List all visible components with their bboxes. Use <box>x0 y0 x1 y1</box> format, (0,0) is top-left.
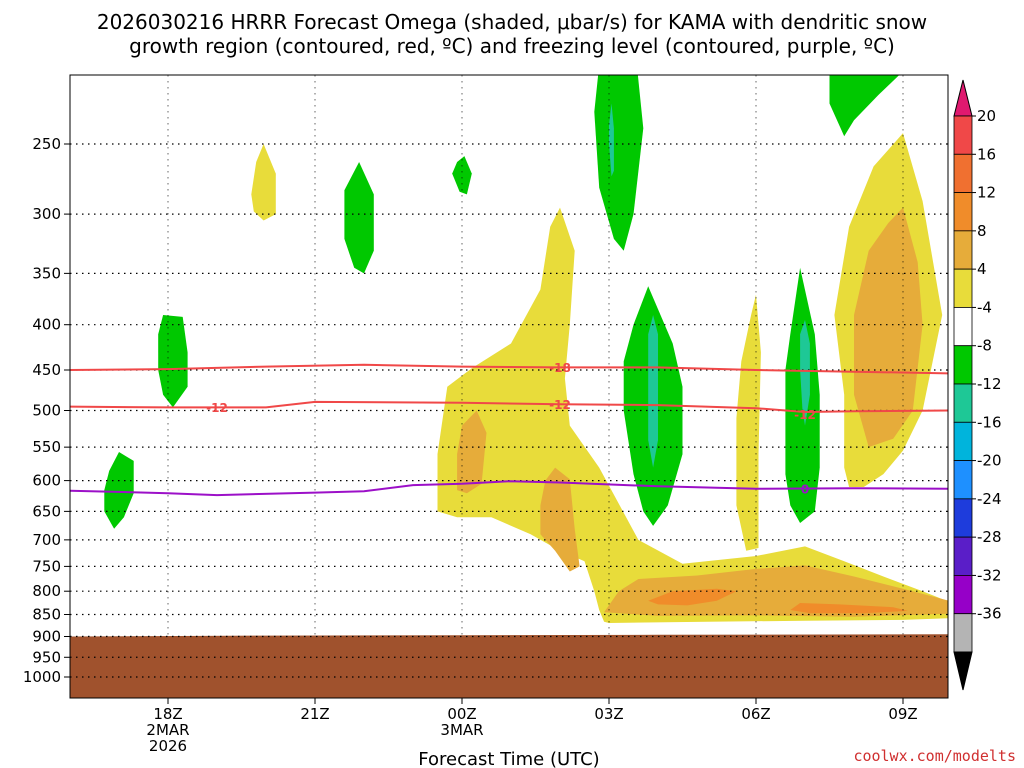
contour-dgz-bottom <box>70 400 948 414</box>
x-tick-label-00Z-1: 3MAR <box>440 721 483 739</box>
colorbar-label-1: 16 <box>977 145 996 163</box>
y-tick-label-650: 650 <box>32 502 61 520</box>
colorbar-band-9 <box>953 460 973 500</box>
colorbar-label-7: -12 <box>977 375 1002 393</box>
colorbar-band-0 <box>953 115 973 155</box>
x-tick-label-18Z-1: 2MAR <box>146 721 189 739</box>
x-tick-label-06Z-0: 06Z <box>741 705 770 723</box>
colorbar-label-0: 20 <box>977 107 996 125</box>
y-tick-label-500: 500 <box>32 402 61 420</box>
plot-border <box>69 74 949 699</box>
x-tick-label-18Z-2: 2026 <box>149 737 187 755</box>
colorbar-label-8: -16 <box>977 413 1002 431</box>
omega-neg8-03z <box>609 103 614 177</box>
colorbar-band-6 <box>953 345 973 385</box>
omega-neg4-22z <box>344 162 374 274</box>
colorbar-label-13: -36 <box>977 605 1002 623</box>
omega-8-upper-09z <box>854 207 923 448</box>
pressure-axis: 250 300 350 400 450 500 550 600 650 700 750 800 850 9… <box>23 135 70 686</box>
contour-freezing-level <box>70 480 948 497</box>
omega-8-00z <box>457 410 487 494</box>
colorbar-label-4: 4 <box>977 260 987 278</box>
x-tick-label-18Z-0: 18Z <box>153 705 182 723</box>
omega-neg8-07z <box>800 319 810 426</box>
colorbar-band-2 <box>953 192 973 232</box>
colorbar-label-11: -28 <box>977 528 1002 546</box>
y-tick-label-950: 950 <box>32 648 61 666</box>
y-tick-label-700: 700 <box>32 531 61 549</box>
omega-neg4-18z <box>158 315 188 408</box>
plot-area: -12 -18 -12 -12 0 <box>70 75 948 698</box>
contour-dgz-top <box>70 363 948 375</box>
colorbar: 20 16 12 8 4 -4 -8 -12 -16 -20 -24 -28 -32 -36 <box>953 79 1002 691</box>
x-tick-label-21Z-0: 21Z <box>300 705 329 723</box>
colorbar-band-4 <box>953 268 973 308</box>
omega-8-vertical <box>540 467 580 572</box>
colorbar-band-5 <box>953 307 973 347</box>
colorbar-bottom-arrow <box>953 651 973 691</box>
omega-neg4-03z-upper <box>594 75 644 251</box>
omega-12-b <box>790 603 908 614</box>
x-tick-label-03Z-0: 03Z <box>594 705 623 723</box>
colorbar-band-12 <box>953 575 973 615</box>
y-tick-label-750: 750 <box>32 557 61 575</box>
colorbar-band-8 <box>953 421 973 461</box>
colorbar-label-6: -8 <box>977 337 992 355</box>
y-tick-label-250: 250 <box>32 135 61 153</box>
colorbar-band-13 <box>953 613 973 653</box>
y-tick-label-400: 400 <box>32 316 61 334</box>
y-tick-label-1000: 1000 <box>23 668 61 686</box>
colorbar-label-5: -4 <box>977 298 992 316</box>
omega-4-small-20z <box>251 144 276 221</box>
omega-12-a <box>648 588 737 606</box>
y-tick-label-900: 900 <box>32 627 61 645</box>
contour-label-3: -12 <box>794 408 816 422</box>
credit-text: coolwx.com/modelts <box>853 747 1016 765</box>
ground-layer <box>70 634 948 698</box>
contour-label-0: -12 <box>206 401 228 415</box>
colorbar-label-9: -20 <box>977 452 1002 470</box>
colorbar-label-12: -32 <box>977 566 1002 584</box>
x-axis-label: Forecast Time (UTC) <box>418 749 599 768</box>
colorbar-band-11 <box>953 536 973 576</box>
y-tick-label-350: 350 <box>32 264 61 282</box>
chart-title-line-2: growth region (contoured, red, ºC) and f… <box>129 34 895 58</box>
y-tick-label-550: 550 <box>32 438 61 456</box>
contour-labels: -12 -18 -12 -12 0 <box>206 361 816 496</box>
x-tick-label-00Z-0: 00Z <box>447 705 476 723</box>
omega-neg8-04z <box>648 315 658 468</box>
colorbar-band-10 <box>953 498 973 538</box>
colorbar-label-2: 12 <box>977 184 996 202</box>
y-tick-label-450: 450 <box>32 361 61 379</box>
x-tick-label-09Z-0: 09Z <box>888 705 917 723</box>
omega-4-prong-06z <box>736 294 761 551</box>
omega-neg4-top-right <box>829 75 900 137</box>
colorbar-label-10: -24 <box>977 490 1002 508</box>
omega-neg4-00z <box>452 156 472 195</box>
colorbar-band-3 <box>953 230 973 270</box>
y-tick-label-600: 600 <box>32 472 61 490</box>
colorbar-label-3: 8 <box>977 222 987 240</box>
terrain-fill <box>70 634 948 698</box>
contour-label-2: -12 <box>549 398 571 412</box>
y-tick-label-300: 300 <box>32 205 61 223</box>
y-tick-label-850: 850 <box>32 606 61 624</box>
colorbar-top-arrow <box>953 79 973 117</box>
contour-label-1: -18 <box>549 361 571 375</box>
y-tick-label-800: 800 <box>32 582 61 600</box>
colorbar-band-7 <box>953 383 973 423</box>
colorbar-band-1 <box>953 153 973 193</box>
chart-title-line-1: 2026030216 HRRR Forecast Omega (shaded, … <box>97 10 927 34</box>
contour-label-4: 0 <box>801 482 809 496</box>
omega-neg4-17z <box>104 452 134 529</box>
omega-regions <box>104 75 948 623</box>
contour-lines <box>70 363 948 497</box>
